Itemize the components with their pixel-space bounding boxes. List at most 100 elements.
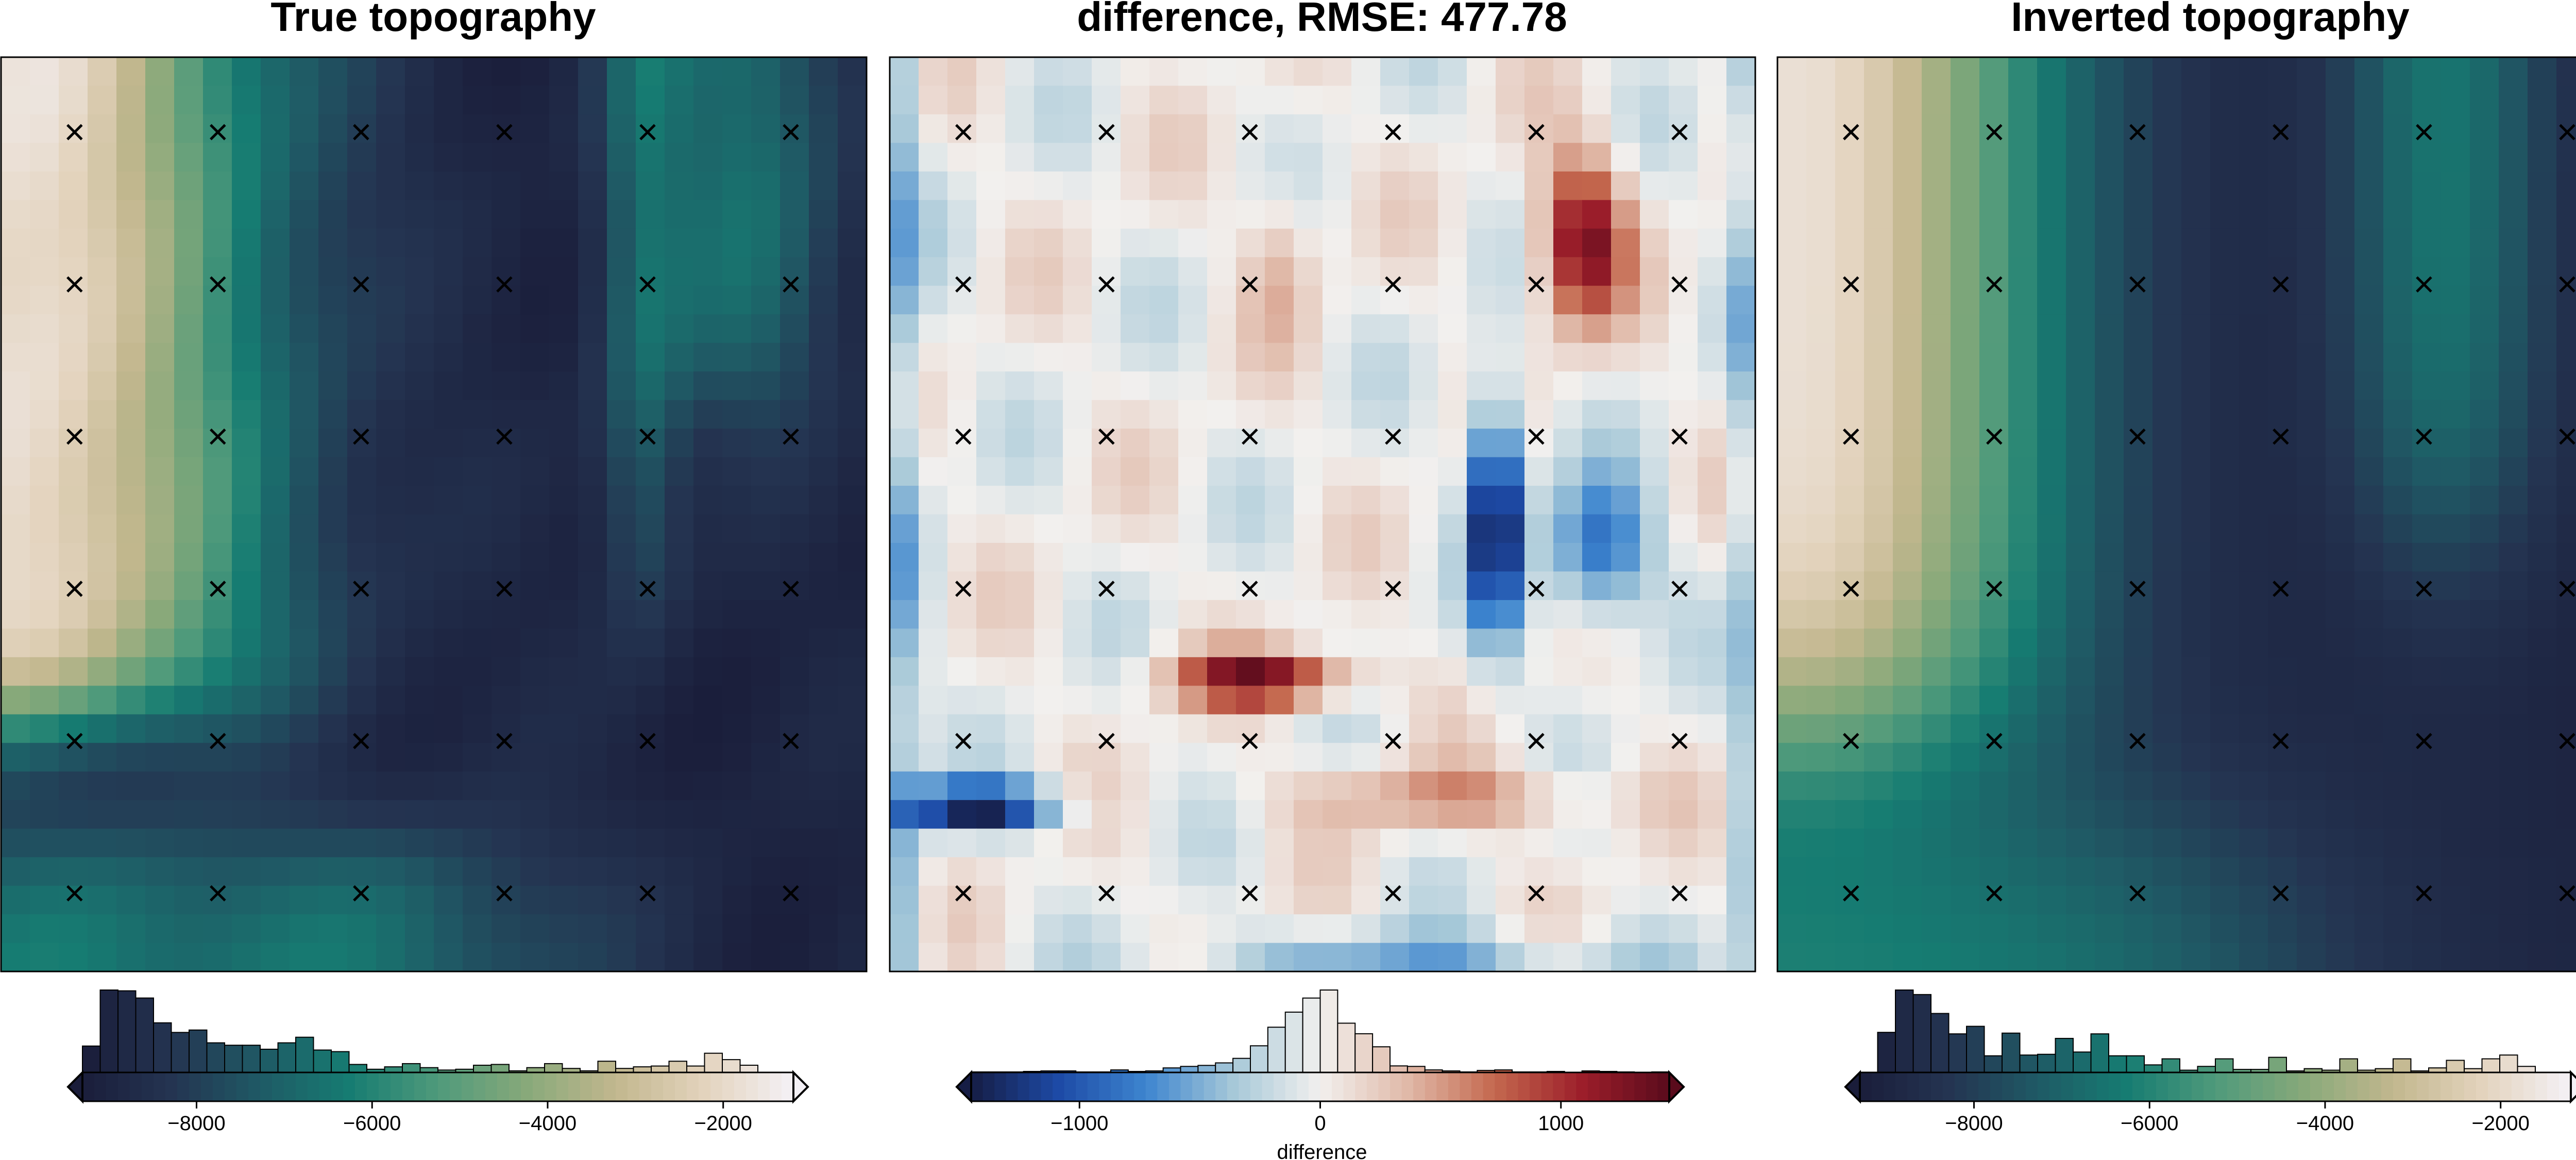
heatmap-true-topography	[1, 57, 867, 972]
heatmap-cell	[290, 228, 319, 258]
heatmap-cell	[976, 514, 1006, 543]
station-x-mark	[1843, 276, 1859, 293]
station-x-mark	[1098, 885, 1115, 902]
station-x-mark	[639, 581, 656, 597]
heatmap-cell	[2441, 400, 2470, 429]
heatmap-cell	[2354, 571, 2384, 601]
heatmap-cell	[1438, 228, 1467, 258]
heatmap-cell	[1582, 200, 1612, 229]
heatmap-cell	[2239, 314, 2268, 344]
heatmap-cell	[1005, 657, 1035, 687]
heatmap-cell	[290, 914, 319, 944]
heatmap-cell	[1005, 228, 1035, 258]
heatmap-cell	[520, 429, 550, 458]
heatmap-cell	[890, 542, 919, 572]
heatmap-cell	[1893, 285, 1922, 315]
heatmap-cell	[1294, 314, 1323, 344]
heatmap-cell	[1640, 314, 1669, 344]
heatmap-cell	[1265, 114, 1294, 144]
heatmap-cell	[2528, 542, 2557, 572]
heatmap-cell	[1951, 486, 1980, 515]
heatmap-cell	[434, 657, 463, 687]
heatmap-cell	[1777, 571, 1807, 601]
heatmap-cell	[2210, 400, 2240, 429]
heatmap-cell	[2354, 457, 2384, 486]
heatmap-cell	[947, 943, 977, 972]
heatmap-cell	[232, 943, 261, 972]
heatmap-cell	[1, 457, 30, 486]
heatmap-cell	[1265, 200, 1294, 229]
heatmap-cell	[1063, 171, 1092, 201]
heatmap-cell	[1265, 57, 1294, 87]
heatmap-cell	[1979, 914, 2009, 944]
heatmap-cell	[751, 714, 781, 744]
heatmap-cell	[1669, 628, 1698, 658]
heatmap-cell	[145, 314, 175, 344]
heatmap-cell	[2210, 429, 2240, 458]
heatmap-cell	[1178, 171, 1208, 201]
heatmap-cell	[1294, 457, 1323, 486]
heatmap-cell	[116, 714, 146, 744]
heatmap-cell	[1467, 914, 1496, 944]
heatmap-cell	[1351, 114, 1381, 144]
heatmap-cell	[2499, 657, 2528, 687]
heatmap-cell	[463, 57, 492, 87]
heatmap-cell	[1611, 857, 1640, 886]
colorbar-segment	[2405, 1072, 2417, 1101]
heatmap-cell	[2095, 257, 2124, 286]
heatmap-cell	[30, 771, 59, 800]
heatmap-cell	[347, 143, 377, 172]
colorbar-segment	[699, 1072, 711, 1101]
heatmap-cell	[1265, 400, 1294, 429]
heatmap-cell	[1438, 514, 1467, 543]
heatmap-cell	[2181, 600, 2211, 629]
colorbar-segment	[758, 1072, 770, 1101]
heatmap-cell	[116, 743, 146, 772]
heatmap-cell	[434, 285, 463, 315]
heatmap-cell	[1669, 542, 1698, 572]
heatmap-cell	[1438, 857, 1467, 886]
heatmap-cell	[2181, 200, 2211, 229]
heatmap-cell	[405, 657, 434, 687]
heatmap-cell	[1207, 228, 1236, 258]
heatmap-cell	[1351, 400, 1381, 429]
heatmap-cell	[290, 429, 319, 458]
heatmap-cell	[1698, 657, 1727, 687]
heatmap-cell	[1351, 257, 1381, 286]
histogram-bar	[2499, 1054, 2518, 1073]
heatmap-cell	[2153, 285, 2182, 315]
heatmap-cell	[947, 486, 977, 515]
heatmap-cell	[88, 429, 117, 458]
heatmap-cell	[1063, 200, 1092, 229]
heatmap-cell	[1777, 514, 1807, 543]
heatmap-cell	[976, 628, 1006, 658]
heatmap-cell	[347, 686, 377, 715]
heatmap-cell	[2499, 257, 2528, 286]
heatmap-cell	[1323, 686, 1352, 715]
heatmap-cell	[116, 686, 146, 715]
heatmap-cell	[919, 486, 948, 515]
heatmap-cell	[376, 943, 405, 972]
heatmap-cell	[59, 914, 88, 944]
heatmap-cell	[1951, 542, 1980, 572]
heatmap-cell	[1092, 542, 1121, 572]
colorbar-segment	[462, 1072, 474, 1101]
heatmap-cell	[1553, 114, 1583, 144]
heatmap-cell	[405, 400, 434, 429]
histogram-bar	[1372, 1046, 1391, 1073]
heatmap-cell	[2037, 200, 2066, 229]
heatmap-cell	[1496, 457, 1525, 486]
heatmap-cell	[520, 171, 550, 201]
heatmap-cell	[2441, 800, 2470, 829]
heatmap-cell	[1121, 429, 1150, 458]
heatmap-cell	[1835, 943, 1865, 972]
histogram-bar	[153, 1022, 172, 1073]
heatmap-cell	[1806, 885, 1836, 915]
heatmap-cell	[1063, 114, 1092, 144]
heatmap-cell	[976, 714, 1006, 744]
heatmap-cell	[1864, 914, 1893, 944]
heatmap-cell	[492, 371, 521, 401]
heatmap-cell	[376, 686, 405, 715]
heatmap-cell	[2326, 429, 2355, 458]
heatmap-cell	[1806, 200, 1836, 229]
